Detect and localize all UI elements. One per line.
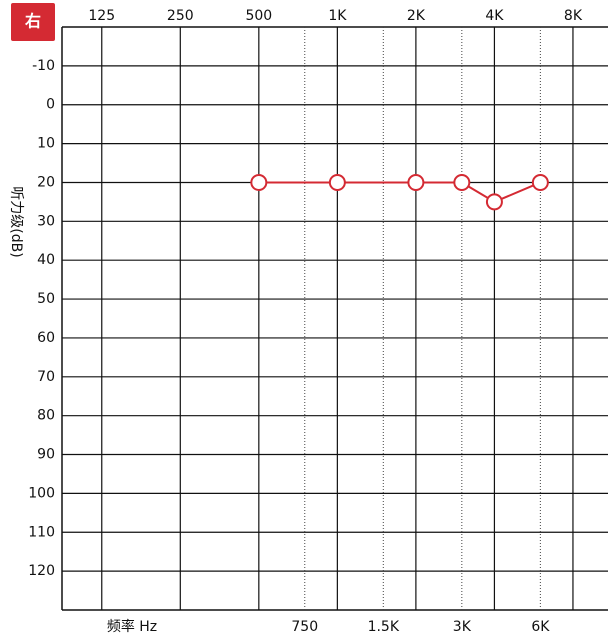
x-tick-label: 2K xyxy=(407,8,426,24)
data-point xyxy=(407,173,425,191)
y-tick-label: 90 xyxy=(37,447,55,463)
x-axis-label: 频率 Hz xyxy=(107,618,157,635)
x-tick-label-minor: 1.5K xyxy=(368,619,400,635)
y-tick-label: 80 xyxy=(37,408,55,424)
y-tick-label: 20 xyxy=(37,174,55,190)
x-tick-label: 125 xyxy=(88,8,115,24)
x-tick-label: 250 xyxy=(167,8,194,24)
y-tick-label: 110 xyxy=(28,524,55,540)
data-point xyxy=(485,193,503,211)
y-tick-label: 70 xyxy=(37,369,55,385)
y-tick-label: 100 xyxy=(28,485,55,501)
x-tick-label: 4K xyxy=(485,8,504,24)
y-axis-label: 听力级(dB) xyxy=(8,186,24,257)
y-tick-label: -10 xyxy=(32,58,55,74)
y-tick-label: 0 xyxy=(46,97,55,113)
y-tick-label: 30 xyxy=(37,213,55,229)
y-tick-label: 50 xyxy=(37,291,55,307)
data-point xyxy=(250,173,268,191)
data-point xyxy=(328,173,346,191)
x-tick-label: 1K xyxy=(328,8,347,24)
x-tick-label: 8K xyxy=(564,8,583,24)
y-tick-label: 40 xyxy=(37,252,55,268)
x-tick-label-minor: 6K xyxy=(531,619,550,635)
y-tick-label: 120 xyxy=(28,563,55,579)
data-point xyxy=(531,173,549,191)
y-tick-label: 60 xyxy=(37,330,55,346)
x-tick-label-minor: 3K xyxy=(453,619,472,635)
x-tick-label: 500 xyxy=(245,8,272,24)
x-tick-label-minor: 750 xyxy=(291,619,318,635)
data-point xyxy=(453,173,471,191)
title-box xyxy=(11,3,55,41)
chart-title: 右 xyxy=(25,12,41,31)
y-tick-label: 10 xyxy=(37,136,55,152)
